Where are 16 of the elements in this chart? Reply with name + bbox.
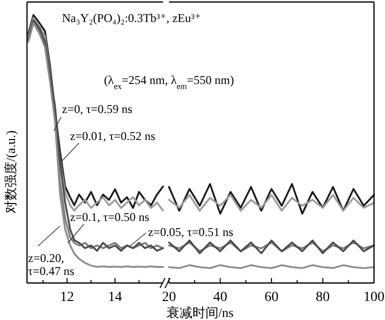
- y-axis-title: 对数强度/(a.u.): [3, 130, 18, 214]
- x-tick-label: 12: [60, 290, 74, 305]
- series-label: z=0.01, τ=0.52 ns: [70, 129, 156, 143]
- series-label: z=0.1, τ=0.50 ns: [70, 210, 150, 224]
- x-tick-label: 100: [364, 290, 384, 305]
- series-label: z=0, τ=0.59 ns: [62, 102, 133, 116]
- text: (λ$_{ex}$=254 nm, λ$_{em}$=550 nm): [104, 73, 234, 90]
- x-tick-label: 80: [316, 290, 330, 305]
- chart-title: Na₃Y₂(PO₄)₂:0.3Tb³⁺, zEu³⁺: [62, 11, 201, 25]
- x-axis-title: 衰减时间/ns: [166, 305, 234, 320]
- series-label: z=0.05, τ=0.51 ns: [148, 225, 234, 239]
- x-tick-label: 40: [213, 290, 228, 305]
- x-tick-label: 60: [264, 290, 278, 305]
- series-label: z=0.20, τ=0.47 ns: [28, 251, 75, 278]
- x-tick-label: 14: [108, 290, 122, 305]
- x-tick-label: 20: [162, 290, 176, 305]
